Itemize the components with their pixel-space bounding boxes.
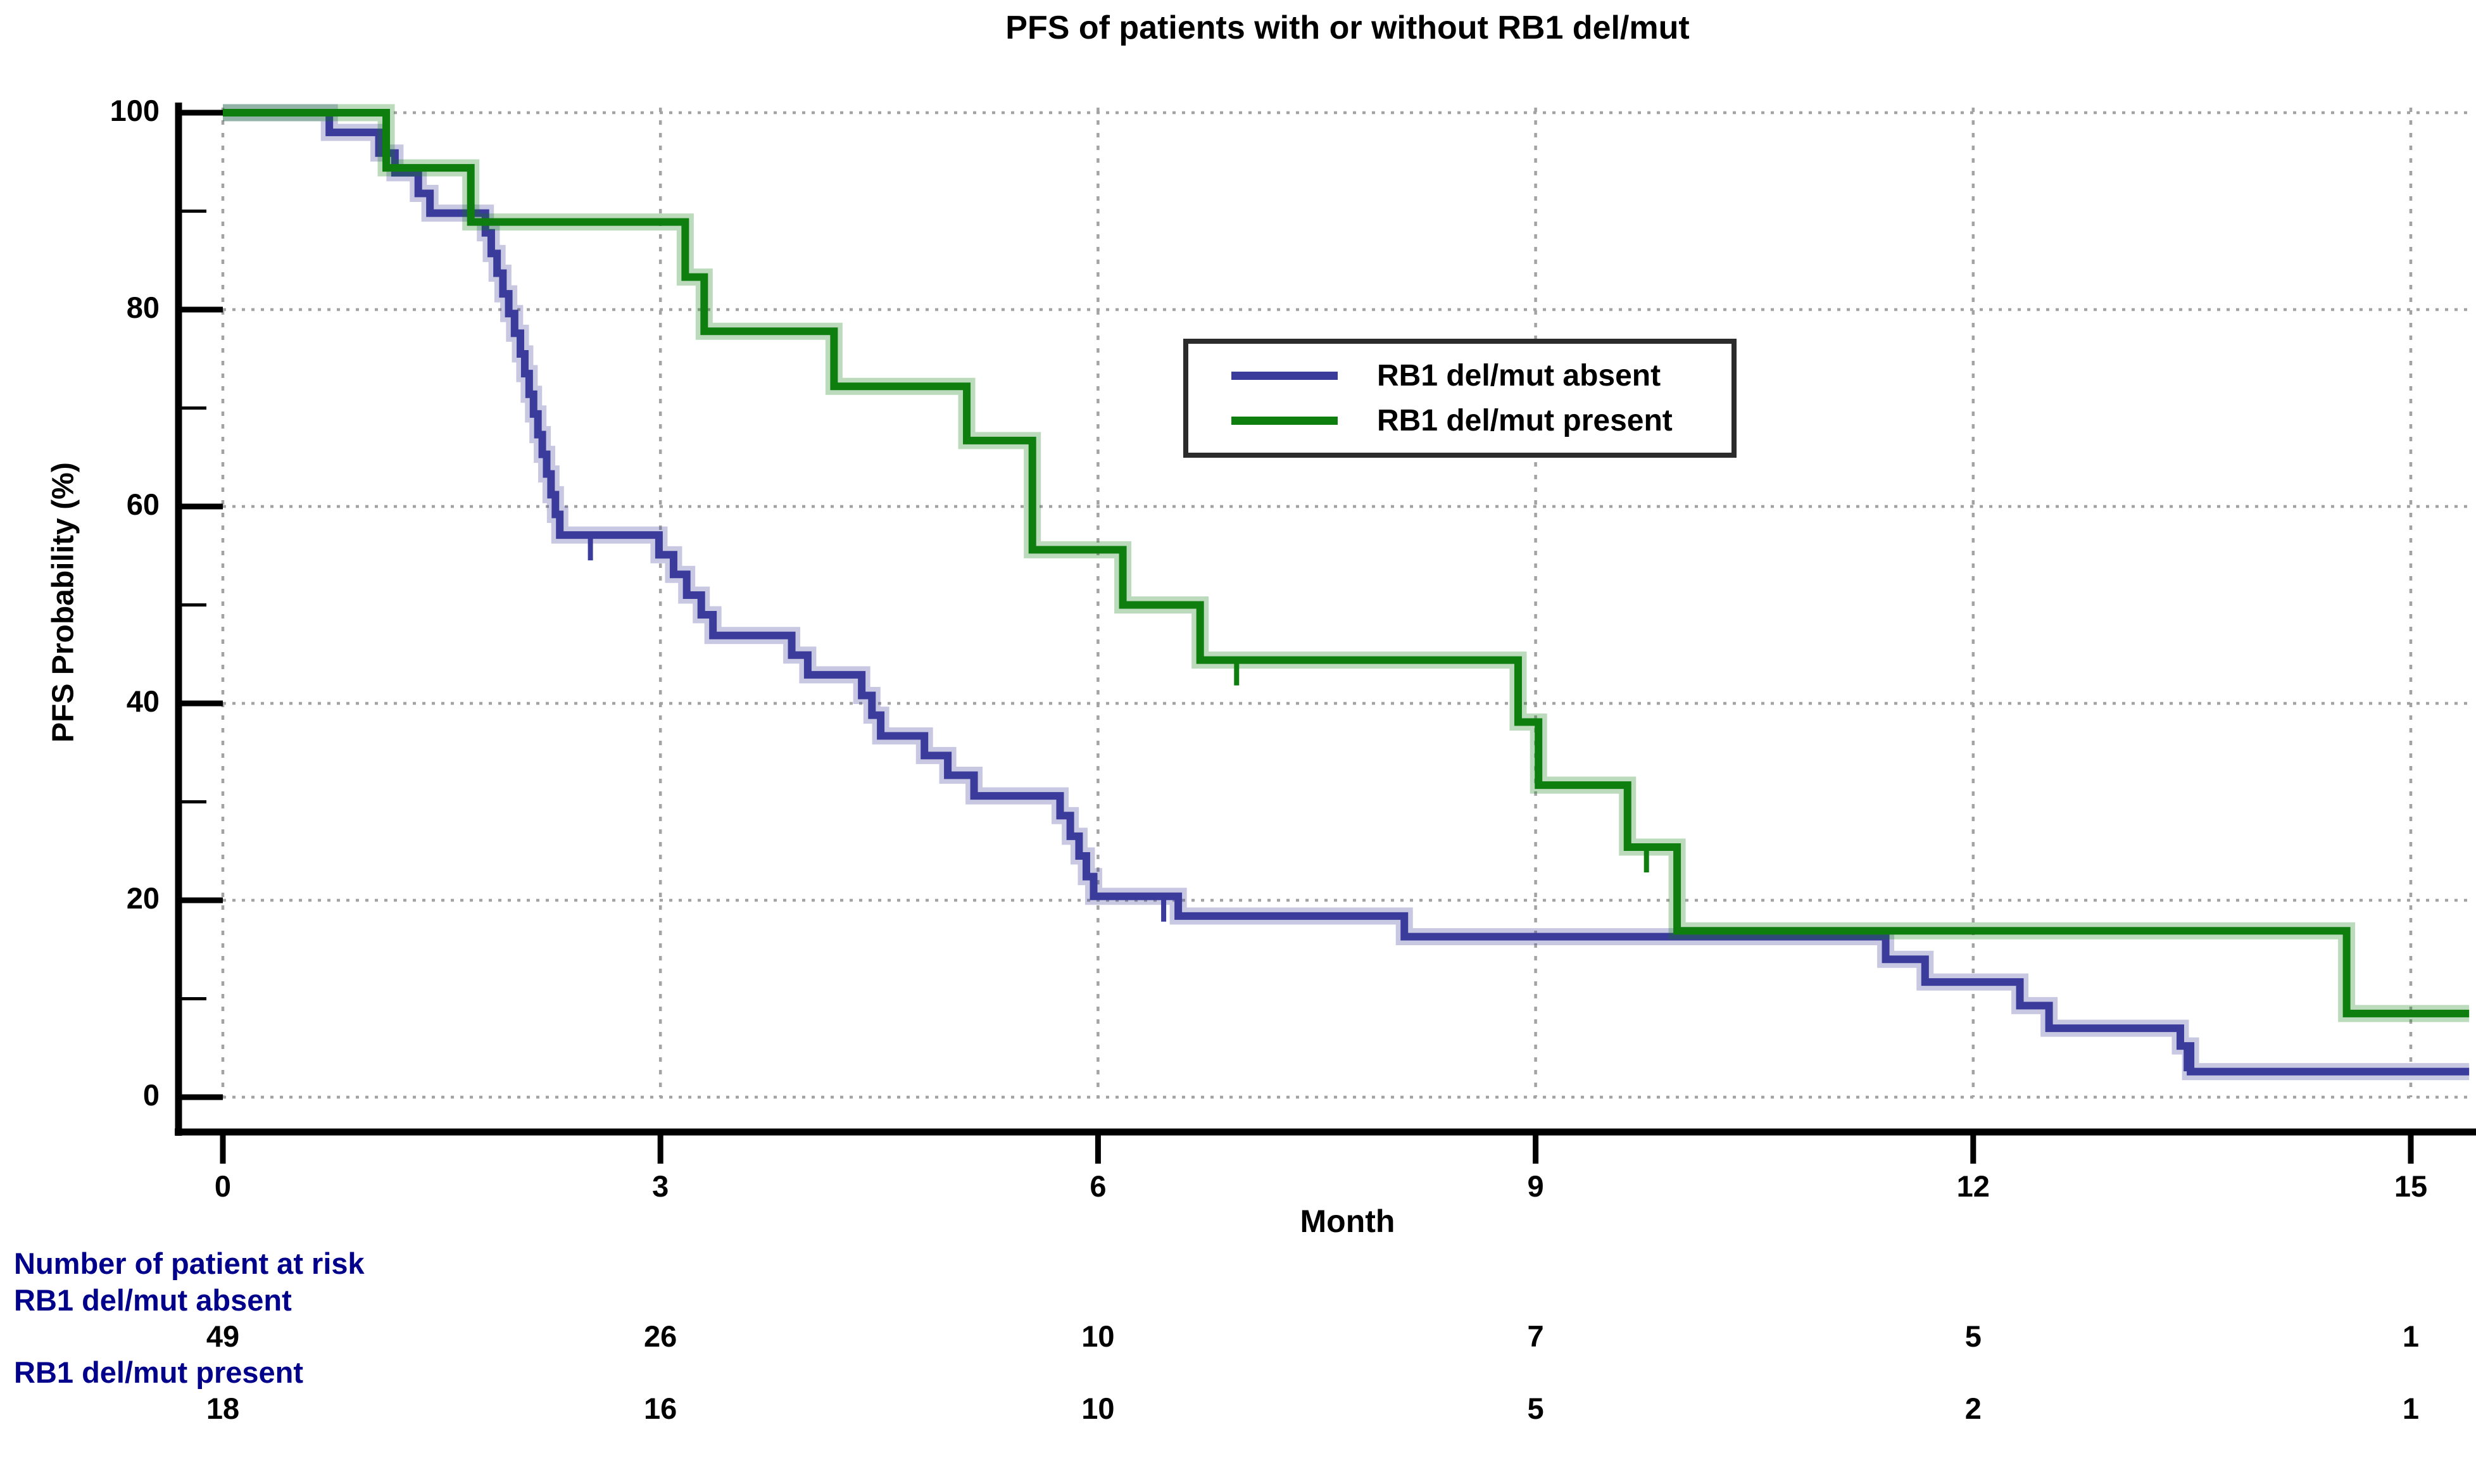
risk-row-label-present: RB1 del/mut present bbox=[14, 1355, 304, 1389]
risk-row-label-absent: RB1 del/mut absent bbox=[14, 1283, 292, 1317]
legend-item: RB1 del/mut absent bbox=[1188, 358, 1731, 393]
legend-swatch-absent-line bbox=[1231, 371, 1338, 380]
risk-count-present: 10 bbox=[1081, 1392, 1115, 1425]
chart-title: PFS of patients with or without RB1 del/… bbox=[1005, 9, 1690, 46]
legend-swatch-present-line bbox=[1231, 417, 1338, 425]
x-tick-label: 3 bbox=[652, 1169, 669, 1203]
y-tick-label: 40 bbox=[126, 684, 160, 718]
risk-count-absent: 10 bbox=[1081, 1319, 1115, 1353]
x-axis-label: Month bbox=[1300, 1204, 1395, 1239]
legend-item-label: RB1 del/mut absent bbox=[1377, 358, 1661, 393]
curve-present-halo bbox=[223, 104, 2470, 1022]
curve-absent bbox=[223, 109, 2470, 1076]
y-tick-label: 0 bbox=[142, 1078, 160, 1112]
risk-count-present: 2 bbox=[1964, 1392, 1982, 1425]
x-tick-label: 6 bbox=[1090, 1169, 1107, 1203]
risk-count-absent: 7 bbox=[1527, 1319, 1544, 1353]
y-tick-label: 60 bbox=[126, 487, 160, 521]
risk-count-present: 18 bbox=[206, 1392, 240, 1425]
risk-count-absent: 5 bbox=[1964, 1319, 1982, 1353]
risk-table-header: Number of patient at risk bbox=[14, 1247, 365, 1280]
risk-count-absent: 1 bbox=[2402, 1319, 2420, 1353]
risk-count-present: 5 bbox=[1527, 1392, 1544, 1425]
x-tick-label: 12 bbox=[1956, 1169, 1990, 1203]
x-tick-label: 0 bbox=[214, 1169, 232, 1203]
x-tick-label: 15 bbox=[2394, 1169, 2428, 1203]
x-tick-label: 9 bbox=[1527, 1169, 1544, 1203]
y-tick-label: 20 bbox=[126, 881, 160, 915]
y-tick-label: 80 bbox=[126, 291, 160, 324]
legend-item-label: RB1 del/mut present bbox=[1377, 404, 1673, 438]
curve-present bbox=[223, 109, 2470, 1017]
legend-item: RB1 del/mut present bbox=[1188, 403, 1731, 438]
risk-count-present: 16 bbox=[644, 1392, 677, 1425]
risk-count-absent: 49 bbox=[206, 1319, 240, 1353]
risk-count-absent: 26 bbox=[644, 1319, 677, 1353]
risk-count-present: 1 bbox=[2402, 1392, 2420, 1425]
y-axis-label: PFS Probability (%) bbox=[46, 462, 80, 743]
legend: RB1 del/mut absent RB1 del/mut present bbox=[1183, 339, 1737, 458]
y-tick-label: 100 bbox=[110, 94, 160, 127]
